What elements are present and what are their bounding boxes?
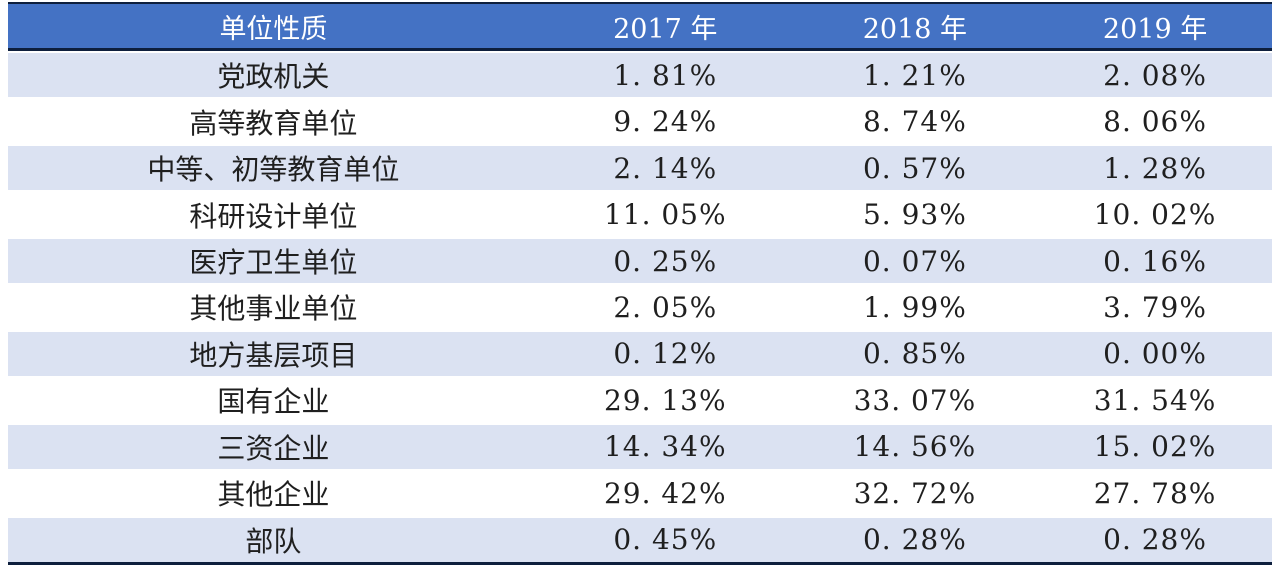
row-label: 其他企业: [217, 478, 330, 512]
value-2017: 2. 05%: [613, 290, 718, 324]
table-row: 三资企业 14. 34% 14. 56% 15. 02%: [8, 422, 1272, 470]
value-2018: 14. 56%: [853, 430, 977, 464]
row-label: 党政机关: [217, 60, 330, 94]
value-2018: 33. 07%: [853, 383, 977, 417]
value-2019: 2. 08%: [1103, 58, 1207, 92]
value-2019: 10. 02%: [1093, 198, 1217, 232]
table-row: 部队 0. 45% 0. 28% 0. 28%: [8, 515, 1272, 562]
value-2019: 0. 28%: [1103, 523, 1207, 557]
row-label: 其他事业单位: [189, 292, 358, 326]
value-2019: 0. 00%: [1103, 337, 1207, 371]
value-2018: 0. 07%: [862, 244, 967, 278]
value-2017: 9. 24%: [613, 105, 718, 139]
row-label: 科研设计单位: [189, 199, 358, 233]
value-2018: 32. 72%: [853, 476, 977, 510]
value-2018: 0. 85%: [862, 337, 967, 371]
table-row: 国有企业 29. 13% 33. 07% 31. 54%: [8, 376, 1272, 423]
value-2017: 14. 34%: [603, 430, 727, 464]
table-row: 医疗卫生单位 0. 25% 0. 07% 0. 16%: [8, 236, 1272, 284]
value-2017: 0. 45%: [613, 523, 718, 557]
value-2019: 8. 06%: [1103, 105, 1207, 139]
row-label: 三资企业: [217, 431, 330, 465]
table-row: 其他事业单位 2. 05% 1. 99% 3. 79%: [8, 283, 1272, 330]
row-label: 国有企业: [217, 385, 330, 419]
value-2019: 0. 16%: [1103, 244, 1207, 278]
value-2017: 29. 13%: [603, 383, 727, 417]
value-2018: 1. 21%: [862, 58, 967, 92]
row-label: 地方基层项目: [189, 338, 358, 372]
value-2018: 0. 28%: [862, 523, 967, 557]
row-label: 中等、初等教育单位: [147, 153, 400, 187]
value-2018: 8. 74%: [862, 105, 967, 139]
table-row: 中等、初等教育单位 2. 14% 0. 57% 1. 28%: [8, 143, 1272, 191]
table-row: 高等教育单位 9. 24% 8. 74% 8. 06%: [8, 97, 1272, 144]
column-header-2019: 2019 年: [1102, 13, 1208, 45]
row-label: 高等教育单位: [189, 106, 358, 140]
column-header-2017: 2017 年: [613, 13, 718, 45]
row-label: 部队: [245, 524, 302, 558]
value-2017: 11. 05%: [603, 198, 727, 232]
value-2017: 2. 14%: [613, 151, 718, 185]
table-row: 科研设计单位 11. 05% 5. 93% 10. 02%: [8, 190, 1272, 237]
value-2018: 0. 57%: [862, 151, 967, 185]
value-2019: 3. 79%: [1103, 290, 1207, 324]
table-row: 地方基层项目 0. 12% 0. 85% 0. 00%: [8, 329, 1272, 377]
value-2019: 27. 78%: [1093, 476, 1217, 510]
value-2017: 0. 25%: [613, 244, 718, 278]
value-2019: 1. 28%: [1103, 151, 1207, 185]
value-2017: 1. 81%: [613, 58, 718, 92]
table-header-row: 单位性质 2017 年 2018 年 2019 年: [8, 2, 1272, 51]
unit-nature-table: 单位性质 2017 年 2018 年 2019 年 党政机关 1. 81% 1.…: [8, 2, 1272, 565]
value-2019: 15. 02%: [1093, 430, 1217, 464]
value-2017: 0. 12%: [613, 337, 718, 371]
value-2019: 31. 54%: [1093, 383, 1217, 417]
row-label: 医疗卫生单位: [189, 246, 358, 280]
value-2018: 1. 99%: [862, 290, 967, 324]
column-header-unit-nature: 单位性质: [219, 13, 328, 45]
value-2017: 29. 42%: [603, 476, 727, 510]
table-row: 其他企业 29. 42% 32. 72% 27. 78%: [8, 469, 1272, 516]
table-row: 党政机关 1. 81% 1. 21% 2. 08%: [8, 51, 1272, 98]
value-2018: 5. 93%: [862, 198, 967, 232]
column-header-2018: 2018 年: [862, 13, 968, 45]
